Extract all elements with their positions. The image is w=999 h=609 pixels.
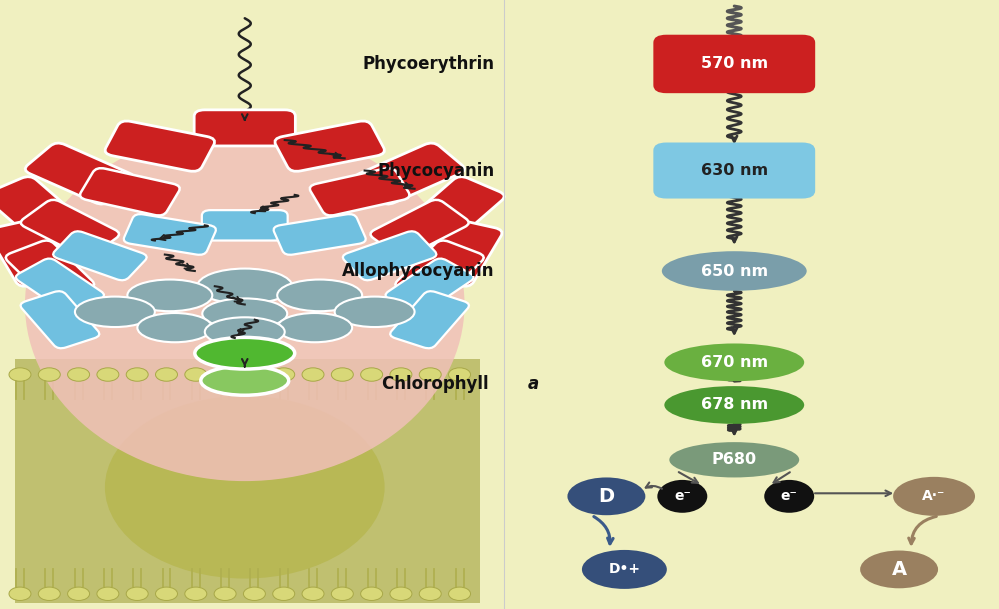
Circle shape	[126, 587, 148, 600]
Ellipse shape	[664, 386, 804, 424]
Circle shape	[9, 368, 31, 381]
Ellipse shape	[127, 280, 212, 311]
Circle shape	[361, 587, 383, 600]
FancyBboxPatch shape	[417, 219, 502, 286]
Circle shape	[68, 587, 90, 600]
Bar	[15, 359, 480, 603]
FancyBboxPatch shape	[0, 177, 85, 244]
Ellipse shape	[335, 297, 415, 327]
Text: 670 nm: 670 nm	[700, 355, 768, 370]
Text: a: a	[528, 375, 539, 393]
Circle shape	[332, 368, 354, 381]
FancyBboxPatch shape	[405, 177, 504, 244]
Circle shape	[68, 368, 90, 381]
Text: A·⁻: A·⁻	[922, 490, 946, 503]
FancyBboxPatch shape	[386, 259, 474, 314]
Text: 630 nm: 630 nm	[700, 163, 768, 178]
FancyBboxPatch shape	[310, 168, 410, 216]
Ellipse shape	[137, 313, 212, 342]
Text: 570 nm: 570 nm	[700, 57, 768, 71]
Ellipse shape	[75, 297, 155, 327]
Ellipse shape	[278, 280, 362, 311]
Circle shape	[126, 368, 148, 381]
Circle shape	[420, 368, 442, 381]
FancyBboxPatch shape	[194, 110, 296, 146]
Ellipse shape	[25, 128, 465, 481]
Circle shape	[97, 368, 119, 381]
FancyBboxPatch shape	[16, 259, 104, 314]
Ellipse shape	[195, 337, 295, 369]
Circle shape	[332, 587, 354, 600]
Ellipse shape	[893, 477, 975, 516]
Circle shape	[302, 587, 324, 600]
FancyBboxPatch shape	[653, 143, 815, 199]
FancyBboxPatch shape	[21, 291, 99, 348]
Circle shape	[302, 368, 324, 381]
FancyBboxPatch shape	[25, 143, 135, 204]
Text: Phycocyanin: Phycocyanin	[378, 161, 495, 180]
Circle shape	[273, 587, 295, 600]
FancyBboxPatch shape	[343, 231, 437, 280]
Text: D•+: D•+	[608, 563, 640, 576]
Text: 650 nm: 650 nm	[700, 264, 768, 278]
FancyBboxPatch shape	[105, 121, 215, 171]
Text: P680: P680	[711, 452, 757, 467]
FancyBboxPatch shape	[275, 121, 385, 171]
Circle shape	[9, 587, 31, 600]
Circle shape	[449, 587, 471, 600]
Ellipse shape	[198, 269, 292, 304]
Ellipse shape	[205, 317, 285, 347]
Circle shape	[214, 368, 236, 381]
FancyBboxPatch shape	[371, 200, 469, 257]
FancyBboxPatch shape	[653, 35, 815, 93]
FancyBboxPatch shape	[80, 168, 180, 216]
Circle shape	[390, 587, 412, 600]
Ellipse shape	[860, 551, 938, 588]
FancyBboxPatch shape	[124, 214, 216, 255]
Circle shape	[244, 587, 266, 600]
Text: e⁻: e⁻	[674, 490, 690, 503]
FancyBboxPatch shape	[202, 210, 288, 241]
Ellipse shape	[661, 251, 807, 291]
Ellipse shape	[567, 477, 645, 515]
Ellipse shape	[764, 480, 814, 513]
Text: Chlorophyll: Chlorophyll	[383, 375, 495, 393]
Circle shape	[156, 368, 178, 381]
FancyBboxPatch shape	[6, 241, 94, 301]
FancyBboxPatch shape	[274, 214, 366, 255]
FancyBboxPatch shape	[53, 231, 147, 280]
Ellipse shape	[581, 550, 667, 589]
Text: 678 nm: 678 nm	[700, 398, 768, 412]
Circle shape	[97, 587, 119, 600]
Circle shape	[449, 368, 471, 381]
Circle shape	[185, 587, 207, 600]
FancyBboxPatch shape	[0, 219, 73, 286]
Circle shape	[156, 587, 178, 600]
Circle shape	[38, 368, 60, 381]
Circle shape	[273, 368, 295, 381]
Circle shape	[185, 368, 207, 381]
FancyBboxPatch shape	[21, 200, 119, 257]
Ellipse shape	[278, 313, 352, 342]
Ellipse shape	[202, 298, 288, 329]
FancyBboxPatch shape	[391, 291, 469, 348]
Text: A: A	[891, 560, 907, 579]
Ellipse shape	[669, 442, 799, 477]
Circle shape	[214, 587, 236, 600]
Ellipse shape	[664, 343, 804, 381]
Ellipse shape	[657, 480, 707, 513]
Ellipse shape	[201, 366, 289, 395]
Text: Allophycocyanin: Allophycocyanin	[342, 262, 495, 280]
Circle shape	[420, 587, 442, 600]
FancyBboxPatch shape	[355, 143, 465, 204]
Circle shape	[361, 368, 383, 381]
Ellipse shape	[105, 396, 385, 579]
Text: e⁻: e⁻	[781, 490, 797, 503]
Text: Phycoerythrin: Phycoerythrin	[363, 55, 495, 73]
Text: D: D	[598, 487, 614, 506]
Circle shape	[390, 368, 412, 381]
Circle shape	[38, 587, 60, 600]
Circle shape	[244, 368, 266, 381]
FancyBboxPatch shape	[396, 241, 484, 301]
